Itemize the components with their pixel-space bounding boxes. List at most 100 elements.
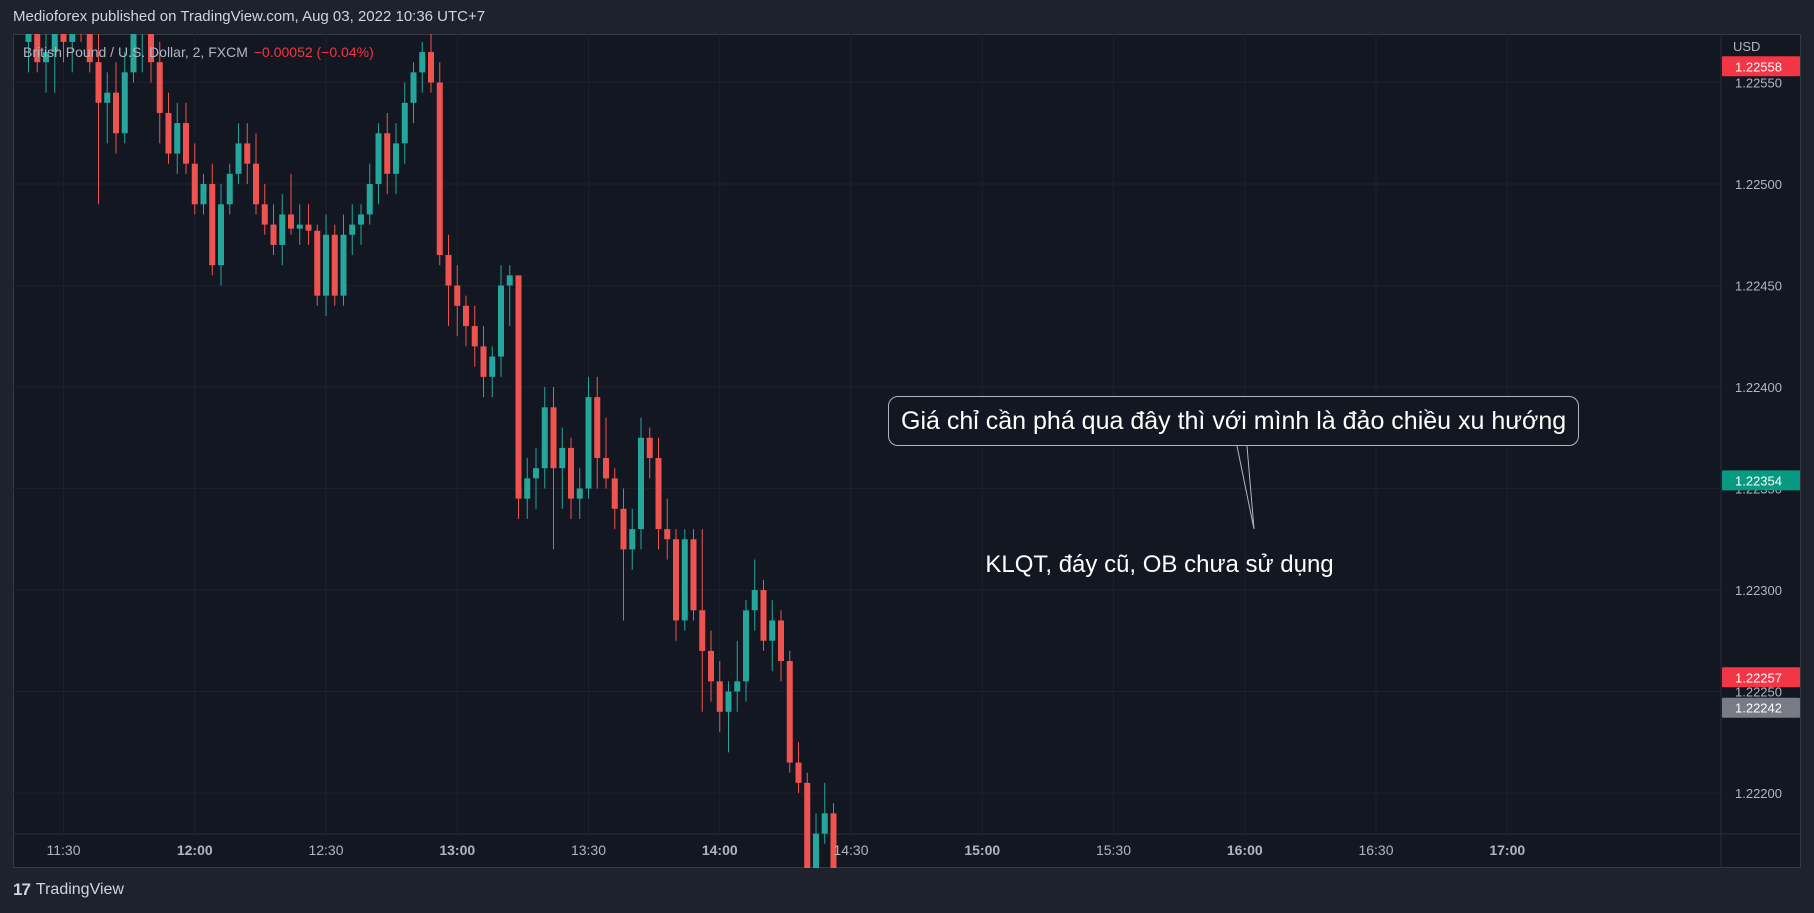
candle-body bbox=[261, 204, 268, 225]
candle-body bbox=[813, 833, 819, 868]
candle-body bbox=[830, 813, 837, 868]
candle-body bbox=[454, 285, 461, 306]
candle-down bbox=[314, 224, 321, 306]
candle-up bbox=[218, 184, 224, 286]
candle-down bbox=[664, 498, 671, 560]
candle-down bbox=[331, 224, 338, 306]
price-tag: 1.22257 bbox=[1722, 667, 1800, 688]
candle-body bbox=[463, 305, 469, 327]
chart-canvas[interactable]: 1.218501.219001.219501.220001.220501.221… bbox=[13, 34, 1801, 868]
candle-down bbox=[34, 34, 41, 73]
candle-up bbox=[141, 34, 143, 73]
candle-body bbox=[646, 437, 653, 459]
candle-up bbox=[541, 387, 548, 489]
candle-body bbox=[270, 224, 277, 245]
chart-pane[interactable] bbox=[13, 34, 1801, 868]
candle-body bbox=[515, 275, 522, 499]
price-tag-bg bbox=[1722, 667, 1800, 688]
candle-down bbox=[148, 34, 154, 83]
candle-body bbox=[296, 224, 303, 229]
price-tick-label: 1.22550 bbox=[1735, 76, 1782, 91]
candle-down bbox=[620, 488, 627, 621]
candle-body bbox=[436, 82, 443, 256]
callout-layer bbox=[1236, 445, 1255, 530]
candle-up bbox=[734, 640, 741, 712]
candle-body bbox=[148, 34, 154, 63]
candle-body bbox=[524, 478, 531, 499]
candle-down bbox=[804, 772, 811, 868]
candle-up bbox=[629, 508, 636, 570]
candle-up bbox=[743, 600, 749, 702]
candle-body bbox=[86, 34, 93, 63]
tradingview-logo-icon: 17 bbox=[13, 880, 31, 899]
candle-body bbox=[226, 173, 233, 205]
candle-down bbox=[270, 204, 277, 256]
candle-down bbox=[436, 62, 443, 266]
candle-body bbox=[760, 590, 767, 641]
candle-body bbox=[314, 230, 321, 296]
candle-down bbox=[786, 650, 793, 773]
price-tags-layer: 1.225581.223541.222571.222421.221571.221… bbox=[1722, 56, 1800, 718]
candle-body bbox=[559, 447, 566, 469]
candle-body bbox=[428, 52, 434, 83]
candle-body bbox=[480, 346, 487, 377]
price-tick-label: 1.22450 bbox=[1735, 279, 1782, 294]
candle-down bbox=[244, 123, 251, 184]
candle-up bbox=[323, 214, 329, 316]
candle-up bbox=[489, 346, 496, 398]
publisher-header: Medioforex published on TradingView.com,… bbox=[0, 0, 1814, 34]
candle-body bbox=[804, 782, 811, 868]
candle-body bbox=[51, 34, 58, 53]
candle-body bbox=[786, 661, 793, 763]
candle-body bbox=[445, 255, 452, 286]
candle-body bbox=[340, 234, 347, 296]
candle-up bbox=[419, 41, 426, 93]
price-axis[interactable]: 1.218501.219001.219501.220001.220501.221… bbox=[1733, 39, 1782, 868]
candle-body bbox=[629, 529, 636, 550]
candle-body bbox=[410, 72, 417, 103]
candle-body bbox=[174, 123, 181, 154]
candle-body bbox=[471, 326, 478, 347]
candle-body bbox=[375, 133, 382, 184]
candle-down bbox=[673, 529, 679, 641]
candle-down bbox=[716, 661, 723, 733]
candle-down bbox=[191, 143, 198, 215]
symbol-legend: British Pound / U.S. Dollar, 2, FXCM −0.0… bbox=[23, 44, 374, 60]
candle-body bbox=[218, 204, 224, 266]
price-tick-label: 1.22200 bbox=[1735, 786, 1782, 801]
candle-up bbox=[358, 204, 364, 245]
footer-brand[interactable]: 17 TradingView bbox=[13, 872, 124, 908]
candle-body bbox=[113, 92, 119, 134]
candle-body bbox=[419, 52, 426, 73]
candle-up bbox=[401, 82, 408, 164]
candle-body bbox=[279, 214, 286, 245]
time-axis[interactable]: 11:30 12:00 12:30 13:00 13:30 14:00 14:30 15:00… bbox=[47, 842, 1526, 858]
candle-body bbox=[795, 762, 802, 783]
time-tick-label: 15:00 bbox=[964, 842, 1000, 858]
candle-down bbox=[428, 34, 434, 93]
price-tag: 1.22242 bbox=[1722, 697, 1800, 718]
candle-body bbox=[568, 447, 574, 499]
candle-up bbox=[296, 204, 303, 245]
candle-up bbox=[121, 52, 128, 144]
publisher-text: Medioforex published on TradingView.com,… bbox=[13, 8, 486, 25]
callout-annotation[interactable]: Giá chỉ cần phá qua đây thì với mình là … bbox=[888, 396, 1580, 446]
candle-down bbox=[646, 427, 653, 479]
candle-body bbox=[603, 458, 609, 479]
candle-down bbox=[288, 173, 294, 235]
candle-down bbox=[86, 34, 93, 73]
candle-body bbox=[638, 437, 644, 530]
candle-body bbox=[673, 539, 679, 621]
candle-up bbox=[813, 813, 819, 868]
candle-up bbox=[576, 468, 583, 519]
price-tag-bg bbox=[1722, 697, 1800, 718]
candle-up bbox=[375, 123, 382, 205]
zone-annotation-label[interactable]: KLQT, đáy cũ, OB chưa sử dụng bbox=[831, 505, 1488, 625]
candle-body bbox=[156, 62, 163, 113]
candle-up bbox=[725, 681, 732, 753]
time-tick-label: 12:30 bbox=[308, 842, 343, 858]
price-tick-label: 1.22250 bbox=[1735, 685, 1782, 700]
candle-down bbox=[463, 295, 469, 347]
price-tag-bg bbox=[1722, 56, 1800, 77]
candle-down bbox=[480, 326, 487, 398]
